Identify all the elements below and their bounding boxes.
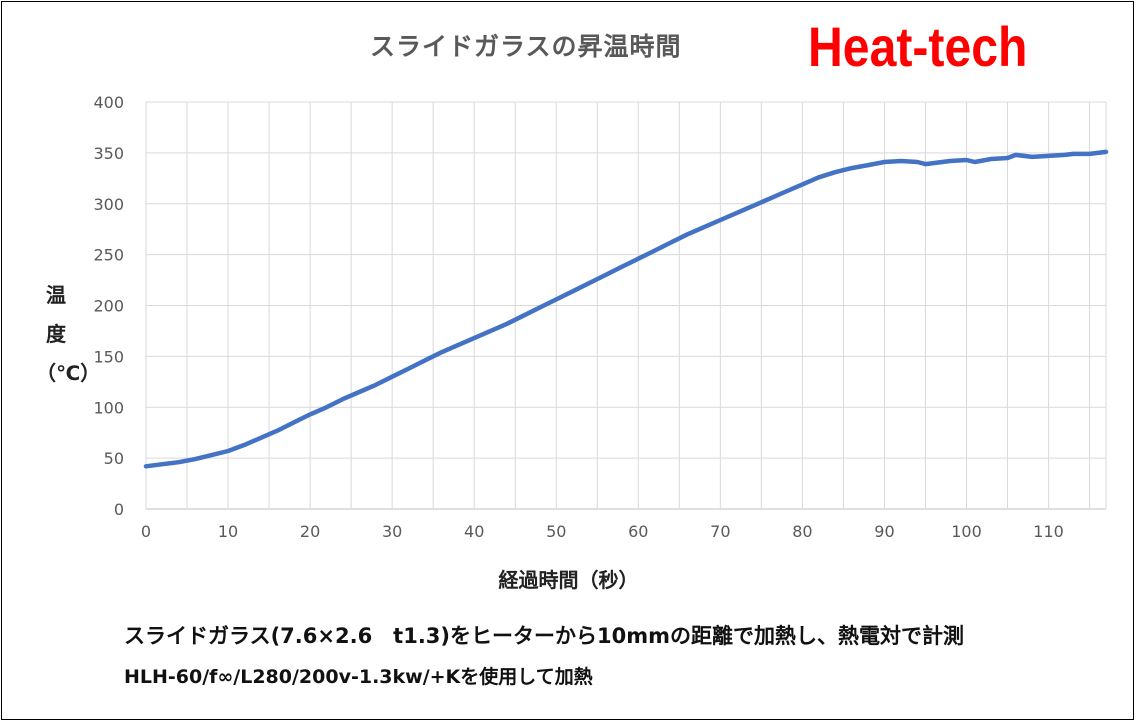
x-tick-label: 90 [874, 522, 894, 541]
y-tick-label: 100 [93, 398, 124, 417]
y-axis-label-line: 度 [46, 322, 66, 346]
y-axis-label: 温 度 （℃） [36, 276, 101, 393]
grid-lines [145, 101, 1107, 510]
chart-title: スライドガラスの昇温時間 [370, 32, 682, 61]
x-tick-label: 40 [464, 522, 484, 541]
y-tick-label: 300 [93, 195, 124, 214]
y-tick-label: 250 [93, 246, 124, 265]
x-tick-label: 100 [951, 522, 982, 541]
x-axis-label: 経過時間（秒） [498, 568, 639, 592]
x-tick-label: 70 [710, 522, 730, 541]
caption-line-1: スライドガラス(7.6×2.6 t1.3)をヒーターから10mmの距離で加熱し、… [124, 624, 964, 648]
x-tick-label: 50 [546, 522, 566, 541]
x-tick-label: 10 [218, 522, 238, 541]
series-group [143, 149, 1109, 469]
x-tick-label: 80 [792, 522, 812, 541]
x-tick-label: 30 [382, 522, 402, 541]
y-tick-label: 150 [93, 347, 124, 366]
x-tick-label: 0 [141, 522, 151, 541]
x-tick-label: 60 [628, 522, 648, 541]
y-tick-labels: 0 50 100 150 200 250 300 350 400 [93, 93, 124, 519]
y-tick-label: 200 [93, 297, 124, 316]
y-tick-label: 0 [114, 500, 124, 519]
y-tick-label: 50 [104, 449, 124, 468]
x-tick-labels: 0 10 20 30 40 50 60 70 80 90 100 110 [141, 522, 1064, 541]
y-axis-label-line: 温 [46, 283, 66, 307]
y-tick-label: 350 [93, 144, 124, 163]
y-tick-label: 400 [93, 93, 124, 112]
x-tick-label: 110 [1033, 522, 1064, 541]
brand-logo: Heat-tech [808, 15, 1028, 78]
series-line [143, 149, 1109, 469]
caption-line-2: HLH-60/f∞/L280/200v-1.3kw/+Kを使用して加熱 [124, 666, 593, 688]
y-axis-label-line: （℃） [36, 361, 101, 385]
x-tick-label: 20 [300, 522, 320, 541]
